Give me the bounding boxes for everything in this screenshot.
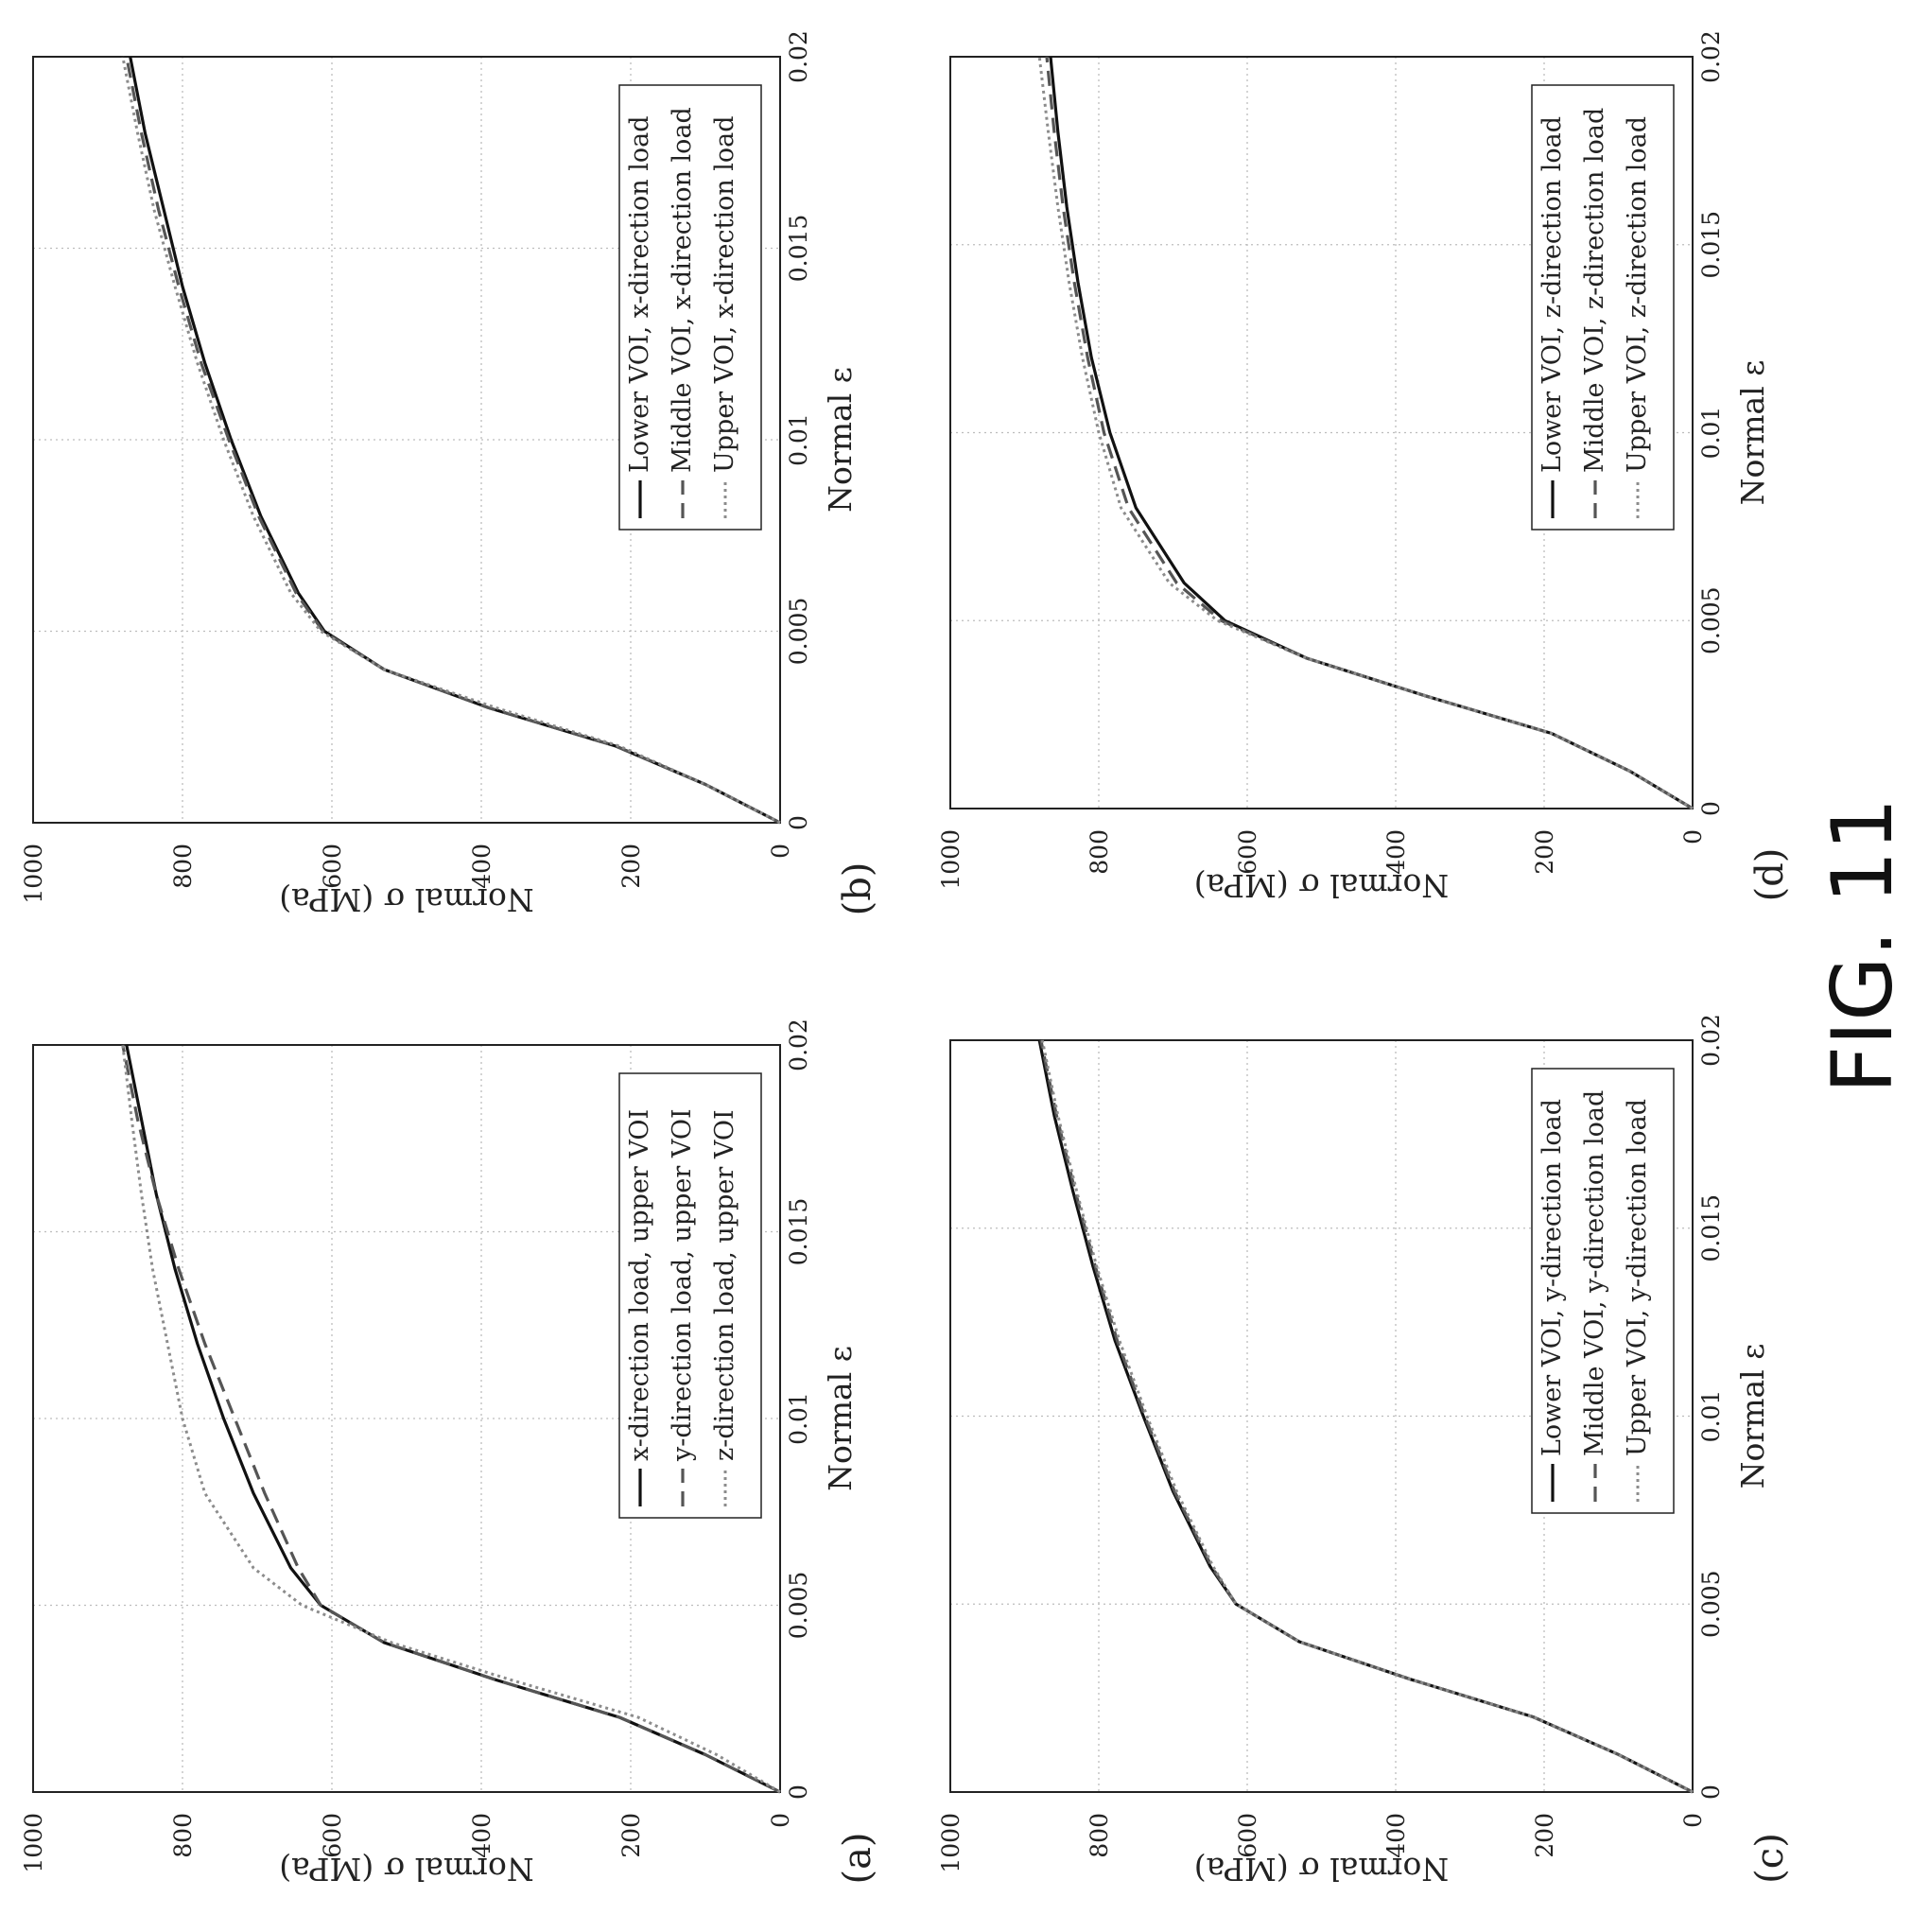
y-tick-label: 1000 xyxy=(937,1813,964,1873)
panel-2 xyxy=(32,56,781,825)
y-tick-label: 600 xyxy=(319,1813,346,1858)
y-tick-label: 1000 xyxy=(937,829,964,890)
series-line-3 xyxy=(1040,1039,1694,1794)
plot-frame xyxy=(32,56,781,824)
legend-label: Lower VOI, z-direction load xyxy=(1538,116,1567,473)
series-line-2 xyxy=(1039,1039,1694,1794)
x-tick-label: 0.015 xyxy=(785,215,812,283)
legend-label: Lower VOI, x-direction load xyxy=(625,115,654,473)
x-tick-label: 0.015 xyxy=(785,1198,812,1266)
y-axis-label: Normal σ (MPa) xyxy=(1194,1851,1449,1888)
legend-label: y-direction load, upper VOI xyxy=(668,1108,697,1462)
x-tick-label: 0.01 xyxy=(785,1392,812,1445)
plot-frame xyxy=(949,1039,1694,1793)
x-tick-label: 0.01 xyxy=(785,413,812,466)
y-tick-label: 0 xyxy=(767,844,794,859)
x-tick-label: 0.005 xyxy=(785,598,812,666)
panel-label: (d) xyxy=(1748,848,1792,902)
y-axis-label: Normal σ (MPa) xyxy=(1194,867,1449,904)
legend-label: x-direction load, upper VOI xyxy=(625,1109,654,1461)
y-tick-label: 200 xyxy=(1531,1813,1558,1858)
x-tick-label: 0.005 xyxy=(1697,586,1725,654)
y-tick-label: 600 xyxy=(1234,829,1261,875)
y-tick-label: 400 xyxy=(468,844,495,889)
y-axis-label: Normal σ (MPa) xyxy=(279,881,533,918)
y-tick-label: 1000 xyxy=(20,1813,47,1873)
panel-4 xyxy=(949,56,1694,810)
legend-box xyxy=(618,84,762,531)
y-tick-label: 600 xyxy=(1234,1813,1261,1858)
legend-box xyxy=(1531,84,1675,531)
series-line-2 xyxy=(125,56,781,825)
panel-label: (a) xyxy=(836,1832,879,1884)
y-tick-label: 0 xyxy=(767,1813,794,1828)
y-tick-label: 1000 xyxy=(20,844,47,904)
y-tick-label: 200 xyxy=(617,1813,645,1858)
legend-label: z-direction load, upper VOI xyxy=(710,1109,739,1461)
y-tick-label: 400 xyxy=(468,1813,495,1858)
x-tick-label: 0.015 xyxy=(1697,211,1725,279)
y-tick-label: 200 xyxy=(617,844,645,889)
legend-label: Upper VOI, y-direction load xyxy=(1623,1099,1652,1456)
y-tick-label: 0 xyxy=(1679,1813,1707,1828)
x-axis-label: Normal ε xyxy=(1734,1344,1771,1489)
x-tick-label: 0.015 xyxy=(1697,1194,1725,1262)
x-tick-label: 0.01 xyxy=(1697,407,1725,460)
legend-box xyxy=(618,1072,762,1519)
x-tick-label: 0.02 xyxy=(785,30,812,83)
x-tick-label: 0.005 xyxy=(1697,1570,1725,1638)
legend-label: Upper VOI, z-direction load xyxy=(1623,116,1652,473)
legend-label: Middle VOI, y-direction load xyxy=(1580,1090,1609,1456)
y-tick-label: 400 xyxy=(1382,829,1410,875)
series-line-2 xyxy=(1045,56,1694,810)
y-tick-label: 800 xyxy=(169,1813,197,1858)
panel-label: (c) xyxy=(1748,1833,1792,1884)
panel-1 xyxy=(32,1044,781,1794)
y-tick-label: 800 xyxy=(1086,829,1113,875)
series-line-3 xyxy=(121,56,781,825)
series-line-2 xyxy=(121,1044,781,1794)
x-axis-label: Normal ε xyxy=(822,367,859,513)
x-tick-label: 0 xyxy=(785,1784,812,1800)
legend-label: Upper VOI, x-direction load xyxy=(710,115,739,473)
x-tick-label: 0.02 xyxy=(1697,1014,1725,1067)
x-tick-label: 0.01 xyxy=(1697,1390,1725,1443)
y-axis-label: Normal σ (MPa) xyxy=(279,1851,533,1888)
legend-box xyxy=(1531,1068,1675,1514)
y-tick-label: 600 xyxy=(319,844,346,889)
x-tick-label: 0.02 xyxy=(785,1018,812,1071)
y-tick-label: 0 xyxy=(1679,829,1707,844)
x-tick-label: 0.005 xyxy=(785,1572,812,1640)
y-tick-label: 800 xyxy=(1086,1813,1113,1858)
y-tick-label: 400 xyxy=(1382,1813,1410,1858)
legend-label: Lower VOI, y-direction load xyxy=(1538,1099,1567,1456)
panel-3 xyxy=(949,1039,1694,1794)
panel-label: (b) xyxy=(836,862,879,916)
legend-label: Middle VOI, z-direction load xyxy=(1580,108,1609,473)
x-tick-label: 0.02 xyxy=(1697,30,1725,83)
plot-frame xyxy=(32,1044,781,1793)
x-tick-label: 0 xyxy=(1697,1784,1725,1800)
x-tick-label: 0 xyxy=(785,815,812,830)
series-line-1 xyxy=(1049,56,1694,810)
x-tick-label: 0 xyxy=(1697,801,1725,816)
legend-label: Middle VOI, x-direction load xyxy=(668,107,697,473)
x-axis-label: Normal ε xyxy=(822,1346,859,1491)
figure-label: FIG. 11 xyxy=(1814,798,1911,1094)
plot-frame xyxy=(949,56,1694,809)
y-tick-label: 800 xyxy=(169,844,197,889)
x-axis-label: Normal ε xyxy=(1734,360,1771,506)
y-tick-label: 200 xyxy=(1531,829,1558,875)
